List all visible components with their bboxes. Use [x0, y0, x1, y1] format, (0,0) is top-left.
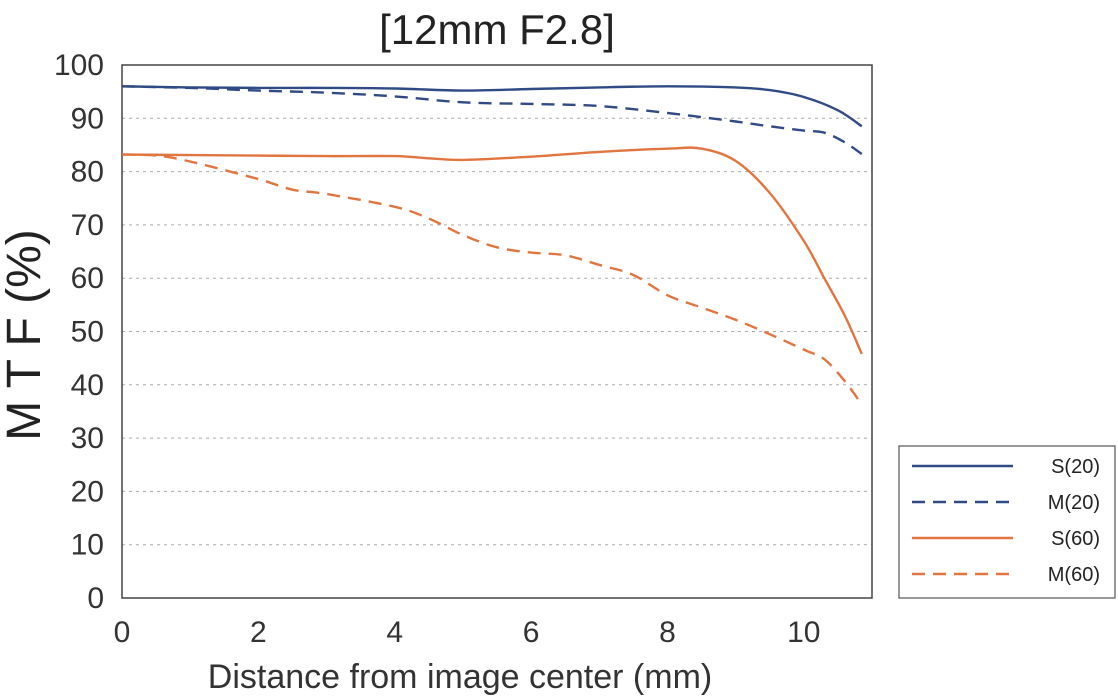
legend-label: M(20) [1048, 492, 1100, 514]
y-tick-label: 80 [71, 156, 104, 189]
x-axis-label: Distance from image center (mm) [208, 658, 712, 696]
x-tick-label: 0 [114, 616, 131, 649]
legend-label: M(60) [1048, 564, 1100, 586]
x-tick-label: 4 [386, 616, 403, 649]
y-tick-label: 20 [71, 475, 104, 508]
series-line-s20 [121, 85, 863, 128]
y-tick-label: 0 [87, 582, 104, 615]
y-tick-label: 60 [71, 262, 104, 295]
series-line-m20 [121, 85, 863, 156]
chart-title: [12mm F2.8] [379, 6, 615, 53]
y-tick-label: 10 [71, 529, 104, 562]
series-layer [121, 85, 863, 406]
x-tick-label: 8 [659, 616, 676, 649]
plot-frame [121, 64, 873, 599]
y-tick-label: 100 [54, 49, 104, 82]
x-axis-ticks: 0 2 4 6 8 10 [114, 616, 821, 649]
x-tick-label: 10 [787, 616, 820, 649]
y-tick-label: 70 [71, 209, 104, 242]
legend: S(20) M(20) S(60) M(60) [898, 445, 1116, 599]
series-line-s60 [121, 146, 863, 355]
legend-label: S(60) [1051, 528, 1100, 550]
grid-lines [122, 117, 872, 546]
y-tick-label: 40 [71, 369, 104, 402]
x-tick-label: 2 [250, 616, 267, 649]
y-tick-label: 50 [71, 316, 104, 349]
y-axis-label: M T F (%) [0, 229, 51, 441]
legend-box [898, 445, 1116, 599]
legend-label: S(20) [1051, 456, 1100, 478]
series-line-m60 [121, 153, 863, 406]
x-tick-label: 6 [523, 616, 540, 649]
y-axis-ticks: 0 10 20 30 40 50 60 70 80 90 100 [54, 49, 104, 615]
y-tick-label: 30 [71, 422, 104, 455]
y-tick-label: 90 [71, 102, 104, 135]
